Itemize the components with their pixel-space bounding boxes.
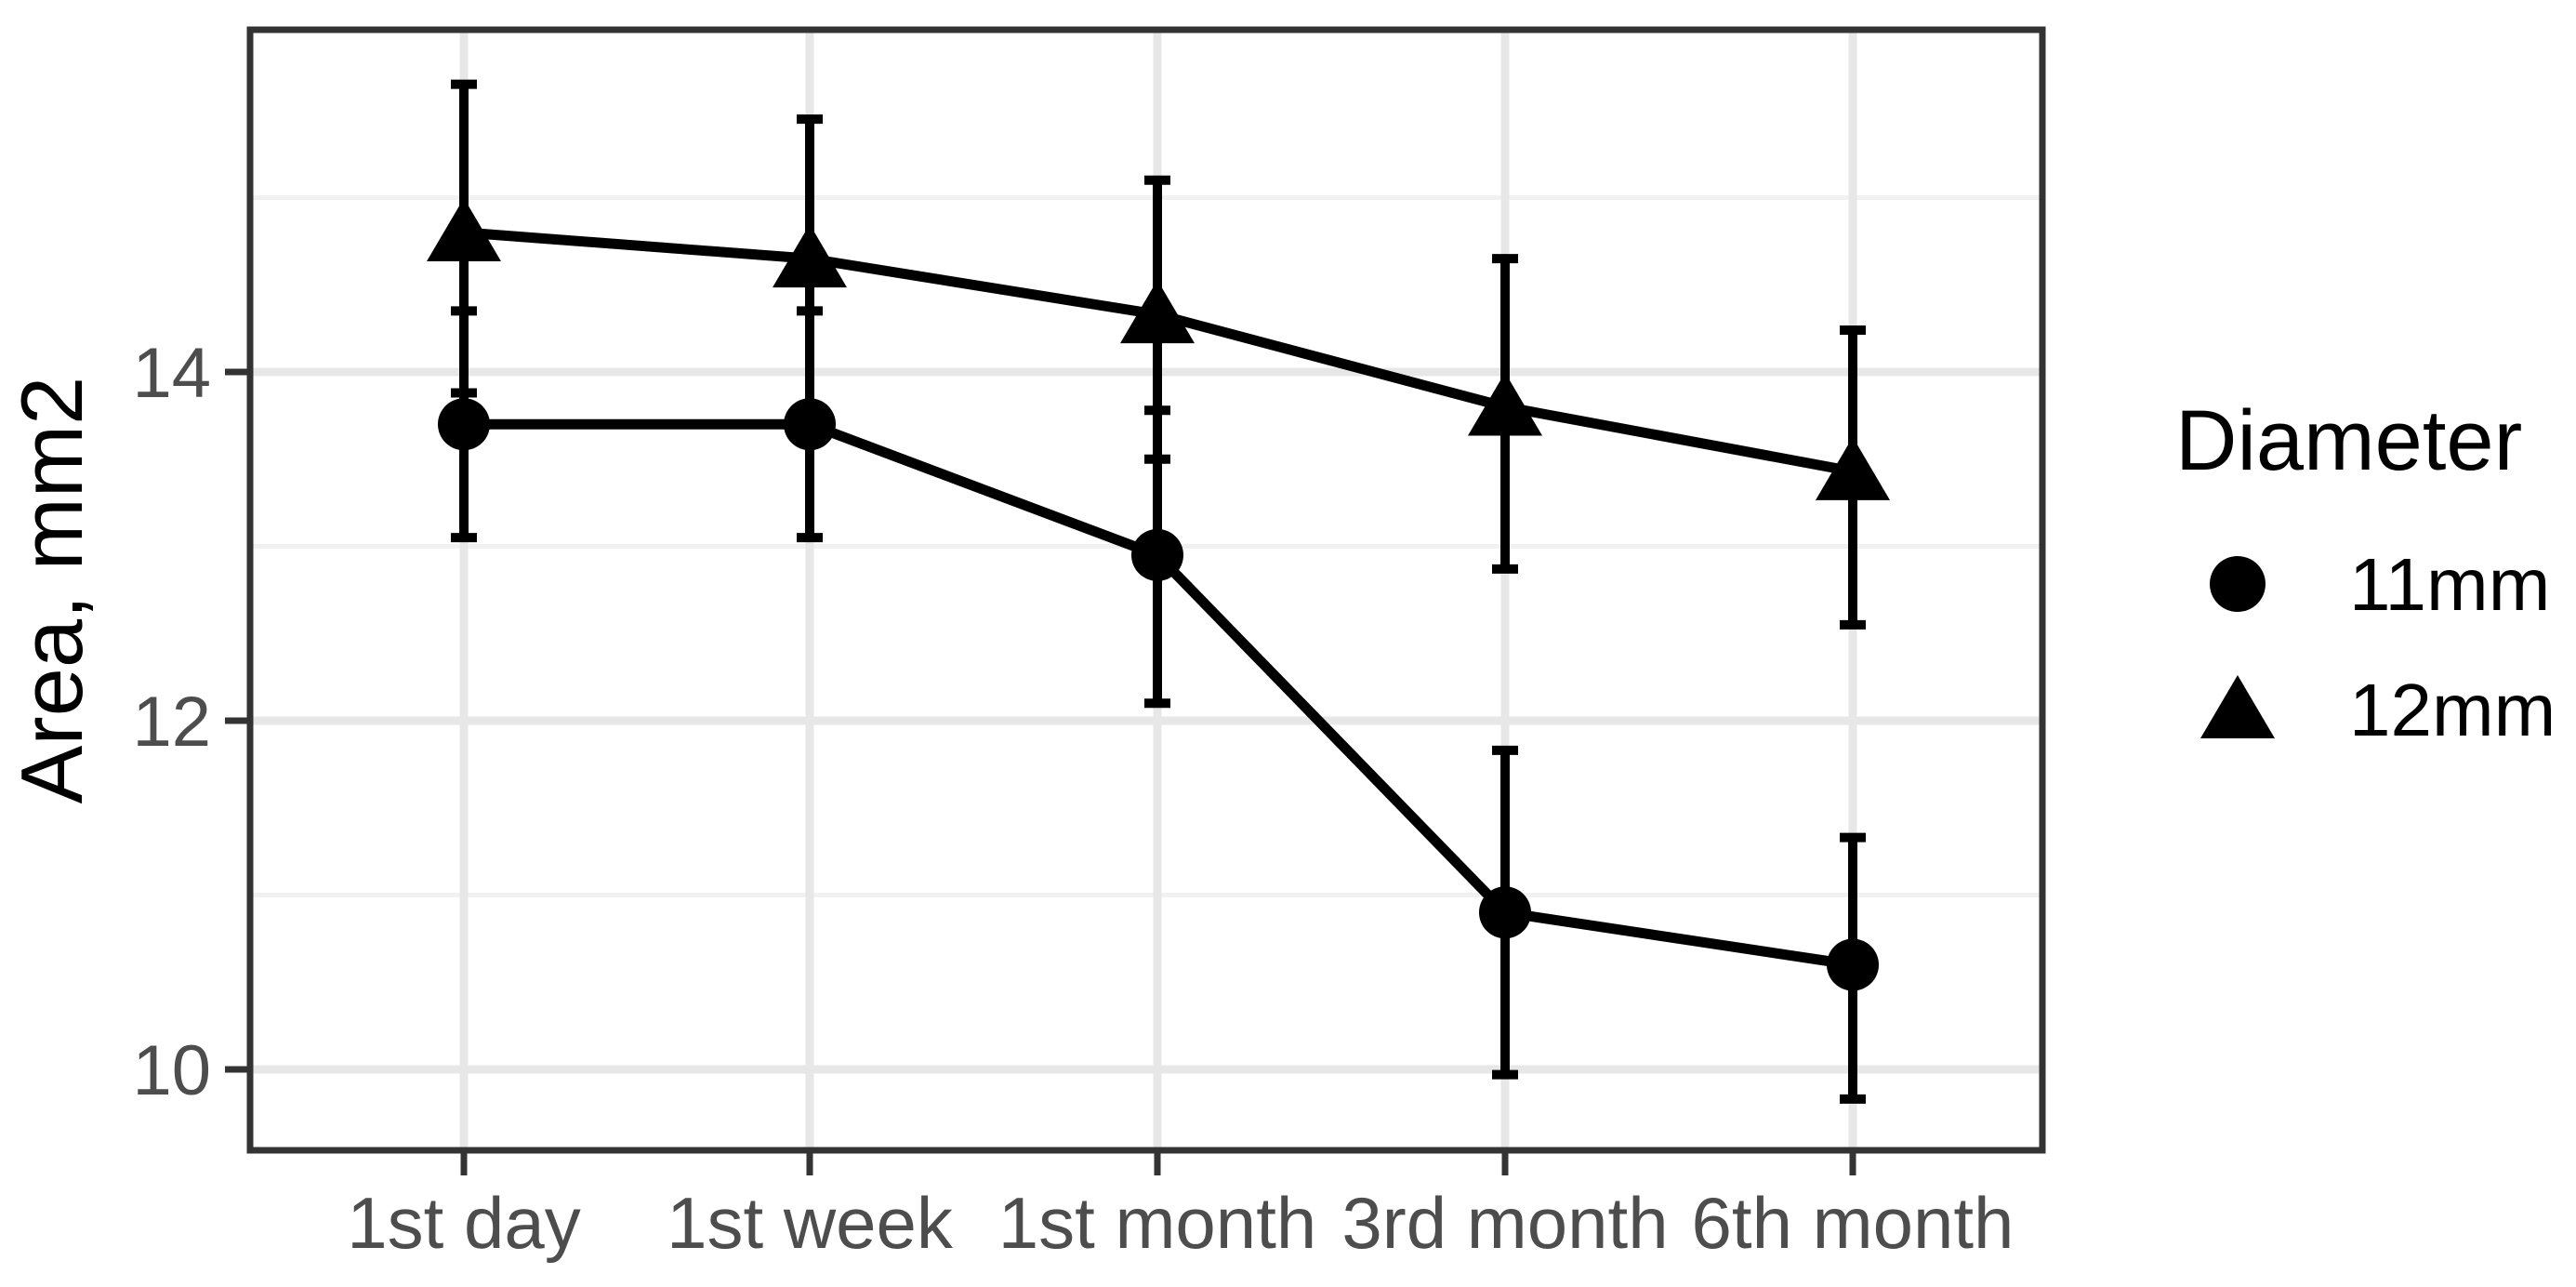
data-point-triangle [1816, 436, 1890, 500]
legend: Diameter 11mm 12mm [2175, 393, 2556, 751]
legend-triangle-icon [2200, 675, 2275, 738]
series-12mm [427, 79, 1890, 630]
data-point-triangle [1120, 280, 1195, 344]
x-tick-labels: 1st day 1st week 1st month 3rd month 6th mon… [347, 1182, 2014, 1264]
data-point-circle [438, 398, 490, 451]
x-tick-label: 1st month [998, 1182, 1317, 1264]
legend-title: Diameter [2175, 393, 2522, 488]
y-tick-label: 14 [132, 334, 211, 413]
data-point-triangle [427, 198, 501, 261]
series-11mm [438, 306, 1879, 1104]
legend-label: 12mm [2349, 669, 2556, 751]
x-tick-label: 3rd month [1341, 1182, 1668, 1264]
data-point-circle [1131, 528, 1183, 581]
legend-circle-icon [2210, 556, 2266, 612]
x-tick-label: 6th month [1692, 1182, 2015, 1264]
data-point-triangle [1468, 372, 1542, 436]
x-tick-label: 1st week [667, 1182, 954, 1264]
axis-ticks [225, 368, 1856, 1175]
y-tick-label: 12 [132, 683, 211, 762]
data-point-circle [1479, 886, 1531, 939]
plot-panel [246, 26, 2046, 1154]
y-axis-title: Area, mm2 [3, 377, 100, 804]
data-point-circle [1827, 938, 1879, 991]
panel-border [246, 26, 2046, 1154]
legend-item-11mm: 11mm [2210, 543, 2550, 626]
legend-item-12mm: 12mm [2200, 669, 2556, 751]
data-point-triangle [773, 224, 847, 288]
y-tick-labels: 10 12 14 [132, 334, 211, 1110]
panel-background [250, 30, 2042, 1150]
legend-label: 11mm [2349, 543, 2550, 626]
x-tick-label: 1st day [347, 1182, 580, 1264]
y-tick-label: 10 [132, 1031, 211, 1110]
